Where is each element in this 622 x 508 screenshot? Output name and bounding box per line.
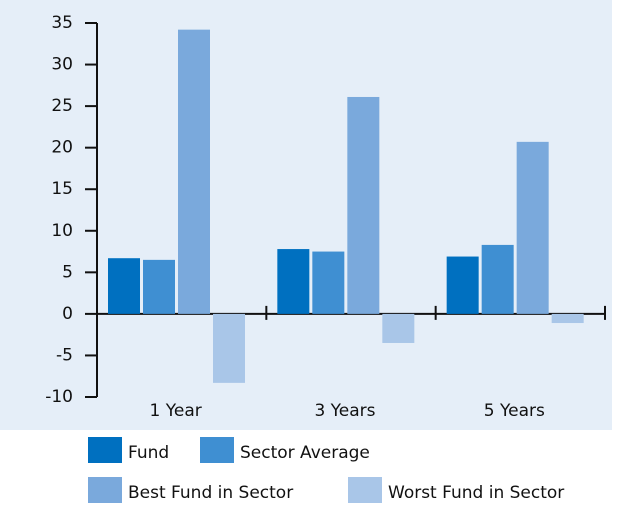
- legend-swatch: [200, 437, 234, 463]
- x-tick-label: 5 Years: [484, 401, 545, 421]
- bar: [277, 249, 310, 314]
- y-tick-label: 10: [51, 221, 73, 241]
- legend-label: Best Fund in Sector: [128, 483, 293, 503]
- x-tick-label: 3 Years: [314, 401, 375, 421]
- legend-label: Fund: [128, 443, 169, 463]
- bar: [178, 29, 210, 314]
- bar: [551, 313, 584, 324]
- y-tick-label: 30: [51, 55, 73, 75]
- bar: [213, 313, 245, 383]
- bar: [516, 141, 549, 314]
- y-tick-label: 35: [51, 13, 73, 33]
- bar: [108, 258, 140, 314]
- legend-label: Sector Average: [240, 443, 370, 463]
- bar: [143, 259, 175, 314]
- legend-label: Worst Fund in Sector: [388, 483, 564, 503]
- y-tick-label: 20: [51, 138, 73, 158]
- legend-swatch: [88, 477, 122, 503]
- bar: [446, 256, 479, 314]
- bar: [481, 244, 514, 314]
- plot-background: [0, 0, 612, 430]
- bar: [347, 96, 380, 314]
- bar: [312, 251, 345, 314]
- y-tick-label: 15: [51, 179, 73, 199]
- x-tick-label: 1 Year: [150, 401, 202, 421]
- y-tick-label: 25: [51, 96, 73, 116]
- y-tick-label: -10: [45, 387, 73, 407]
- y-tick-label: 5: [62, 262, 73, 282]
- legend-swatch: [348, 477, 382, 503]
- y-tick-label: -5: [56, 345, 73, 365]
- bar: [382, 313, 415, 343]
- legend-swatch: [88, 437, 122, 463]
- y-tick-label: 0: [62, 304, 73, 324]
